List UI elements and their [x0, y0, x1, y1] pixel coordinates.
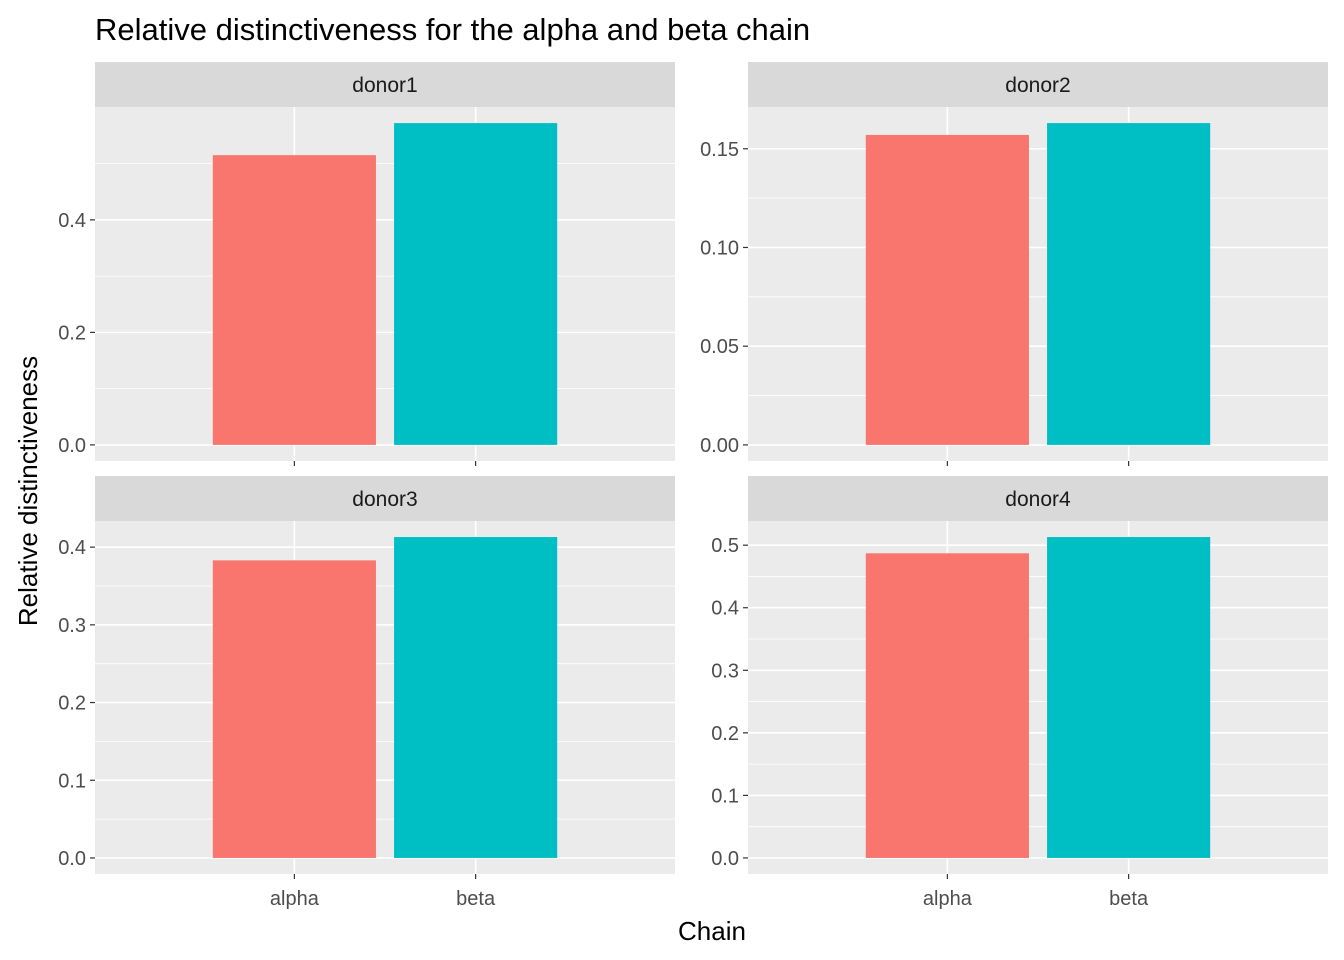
y-tick-label: 0.0 [711, 848, 739, 870]
x-tick-label: alpha [923, 888, 973, 910]
facet-strip-label: donor2 [1005, 74, 1070, 97]
facet-panels: donor10.00.20.4donor20.000.050.100.15don… [58, 62, 1328, 910]
facet-donor1: donor1 0.0 0.2 0.4 [58, 62, 675, 466]
facet-strip-label: donor4 [1005, 488, 1071, 511]
panel-background [748, 521, 1328, 874]
x-tick-label: beta [456, 888, 496, 910]
y-axis-title: Relative distinctiveness [13, 356, 43, 626]
bar-beta [1047, 123, 1211, 445]
panel-background [95, 521, 675, 874]
bar-alpha [212, 155, 376, 445]
bar-beta [1047, 537, 1211, 858]
facet-strip-label: donor3 [352, 488, 417, 511]
y-tick-label: 0.2 [58, 693, 86, 715]
y-tick-label: 0.5 [711, 535, 739, 557]
y-tick-label: 0.3 [711, 660, 739, 682]
y-tick-label: 0.4 [58, 537, 86, 559]
bar-alpha [865, 553, 1029, 858]
panel-background [748, 107, 1328, 461]
x-tick-label: beta [1109, 888, 1149, 910]
facet-strip [95, 62, 675, 107]
x-axis-title: Chain [678, 916, 746, 946]
y-tick-label: 0.0 [58, 848, 86, 870]
y-tick-label: 0.0 [58, 435, 86, 457]
y-tick-label: 0.4 [58, 210, 86, 232]
y-tick-label: 0.4 [711, 598, 739, 620]
facet-strip-label: donor1 [352, 74, 417, 97]
bar-beta [394, 537, 558, 858]
y-tick-label: 0.15 [700, 139, 739, 161]
panel-background [95, 107, 675, 461]
y-tick-label: 0.00 [700, 435, 739, 457]
bar-alpha [865, 134, 1029, 445]
facet-donor3: donor3 0.0 0.1 0.2 0.3 0.4 alpha beta [58, 476, 675, 910]
facet-strip [95, 476, 675, 521]
y-tick-label: 0.3 [58, 615, 86, 637]
facet-strip [748, 476, 1328, 521]
chart-title: Relative distinctiveness for the alpha a… [95, 12, 810, 47]
facet-strip [748, 62, 1328, 107]
facet-donor2: donor2 0.00 0.05 0.10 0.15 [700, 62, 1328, 466]
x-tick-label: alpha [270, 888, 320, 910]
bar-alpha [212, 560, 376, 858]
y-tick-label: 0.10 [700, 237, 739, 259]
y-tick-label: 0.2 [711, 723, 739, 745]
facet-donor4: donor4 0.0 0.1 0.2 0.3 0.4 0.5 alpha beta [711, 476, 1328, 910]
y-tick-label: 0.2 [58, 322, 86, 344]
y-tick-label: 0.1 [711, 785, 739, 807]
y-tick-label: 0.1 [58, 770, 86, 792]
y-tick-label: 0.05 [700, 336, 739, 358]
bar-beta [394, 123, 558, 445]
